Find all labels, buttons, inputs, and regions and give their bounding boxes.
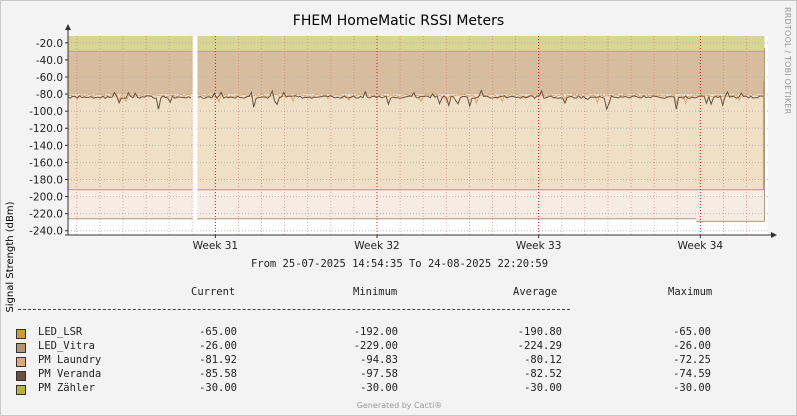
y-axis-arrow bbox=[65, 24, 71, 30]
legend-series-name: LED_Vitra bbox=[38, 340, 95, 352]
legend-swatch bbox=[16, 329, 26, 339]
y-tick-label: -160.0 bbox=[29, 157, 63, 169]
legend-maximum-value: -72.25 bbox=[673, 354, 711, 366]
series-pm-veranda-line bbox=[67, 89, 765, 111]
series-zaehler-area bbox=[68, 36, 193, 52]
legend-current-value: -85.58 bbox=[199, 368, 237, 380]
y-tick-label: -180.0 bbox=[29, 174, 63, 186]
series-lsr-area bbox=[197, 94, 765, 190]
legend-average-value: -30.00 bbox=[524, 382, 562, 394]
series-vitra-area bbox=[197, 189, 765, 219]
legend-swatch bbox=[16, 385, 26, 395]
legend-row: PM Zähler -30.00 -30.00 -30.00 -30.00 bbox=[1, 382, 796, 396]
legend-minimum-value: -192.00 bbox=[353, 326, 398, 338]
legend-average-value: -190.80 bbox=[517, 326, 562, 338]
legend-header-current: Current bbox=[191, 286, 236, 298]
legend-series-name: PM Veranda bbox=[38, 368, 102, 380]
y-tick-label: -240.0 bbox=[29, 226, 63, 238]
legend-minimum-value: -30.00 bbox=[360, 382, 398, 394]
y-tick-label: -100.0 bbox=[29, 106, 63, 118]
legend-minimum-value: -97.58 bbox=[360, 368, 398, 380]
x-tick-label: Week 31 bbox=[193, 240, 238, 252]
y-tick-label: -140.0 bbox=[29, 140, 63, 152]
x-axis-arrow bbox=[771, 232, 777, 238]
legend-header-maximum: Maximum bbox=[668, 286, 713, 298]
legend-current-value: -26.00 bbox=[199, 340, 237, 352]
legend-current-value: -65.00 bbox=[199, 326, 237, 338]
legend-header-minimum: Minimum bbox=[353, 286, 398, 298]
legend-row: LED_Vitra -26.00 -229.00 -224.29 -26.00 bbox=[1, 340, 796, 354]
legend-maximum-value: -26.00 bbox=[673, 340, 711, 352]
data-gap bbox=[192, 36, 198, 235]
series-zaehler-area bbox=[197, 36, 765, 52]
y-tick-label: -200.0 bbox=[29, 192, 63, 204]
legend-swatch bbox=[16, 343, 26, 353]
legend-header-average: Average bbox=[513, 286, 558, 298]
legend-row: PM Laundry -81.92 -94.83 -80.12 -72.25 bbox=[1, 354, 796, 368]
legend-row: PM Veranda -85.58 -97.58 -82.52 -74.59 bbox=[1, 368, 796, 382]
legend-divider bbox=[18, 309, 570, 310]
series-laundry-band bbox=[68, 51, 193, 95]
series-pm-laundry-line bbox=[67, 93, 765, 105]
legend-swatch bbox=[16, 357, 26, 367]
legend-average-value: -80.12 bbox=[524, 354, 562, 366]
legend-average-value: -82.52 bbox=[524, 368, 562, 380]
y-tick-label: -80.0 bbox=[36, 89, 63, 101]
legend-series-name: PM Laundry bbox=[38, 354, 102, 366]
legend-current-value: -30.00 bbox=[199, 382, 237, 394]
legend-maximum-value: -74.59 bbox=[673, 368, 711, 380]
y-tick-label: -60.0 bbox=[36, 72, 63, 84]
chart-title: FHEM HomeMatic RSSI Meters bbox=[292, 13, 505, 29]
legend-maximum-value: -65.00 bbox=[673, 326, 711, 338]
legend-average-value: -224.29 bbox=[517, 340, 562, 352]
series-lsr-area bbox=[68, 94, 193, 190]
rrdtool-watermark: RRDTOOL / TOBI OETIKER bbox=[783, 7, 792, 115]
legend-row: LED_LSR -65.00 -192.00 -190.80 -65.00 bbox=[1, 326, 796, 340]
y-tick-label: -220.0 bbox=[29, 209, 63, 221]
legend-series-name: PM Zähler bbox=[38, 382, 95, 394]
y-tick-label: -120.0 bbox=[29, 123, 63, 135]
legend-series-name: LED_LSR bbox=[38, 326, 83, 338]
series-laundry-band bbox=[197, 51, 765, 95]
legend-maximum-value: -30.00 bbox=[673, 382, 711, 394]
rssi-chart: -20.0 -40.0 -60.0 -80.0 -100.0 -120.0 -140.0 -1… bbox=[29, 24, 777, 252]
series-vitra-area bbox=[696, 218, 765, 222]
footer: Generated by Cacti® bbox=[356, 401, 443, 410]
legend-current-value: -81.92 bbox=[199, 354, 237, 366]
y-tick-label: -40.0 bbox=[36, 55, 63, 67]
y-tick-label: -20.0 bbox=[36, 38, 63, 50]
legend-minimum-value: -94.83 bbox=[360, 354, 398, 366]
x-tick-label: Week 32 bbox=[354, 240, 399, 252]
date-range: From 25-07-2025 14:54:35 To 24-08-2025 2… bbox=[250, 258, 549, 270]
legend-minimum-value: -229.00 bbox=[353, 340, 398, 352]
series-vitra-area bbox=[68, 189, 193, 219]
x-tick-label: Week 33 bbox=[516, 240, 561, 252]
legend-swatch bbox=[16, 371, 26, 381]
x-tick-label: Week 34 bbox=[678, 240, 724, 252]
